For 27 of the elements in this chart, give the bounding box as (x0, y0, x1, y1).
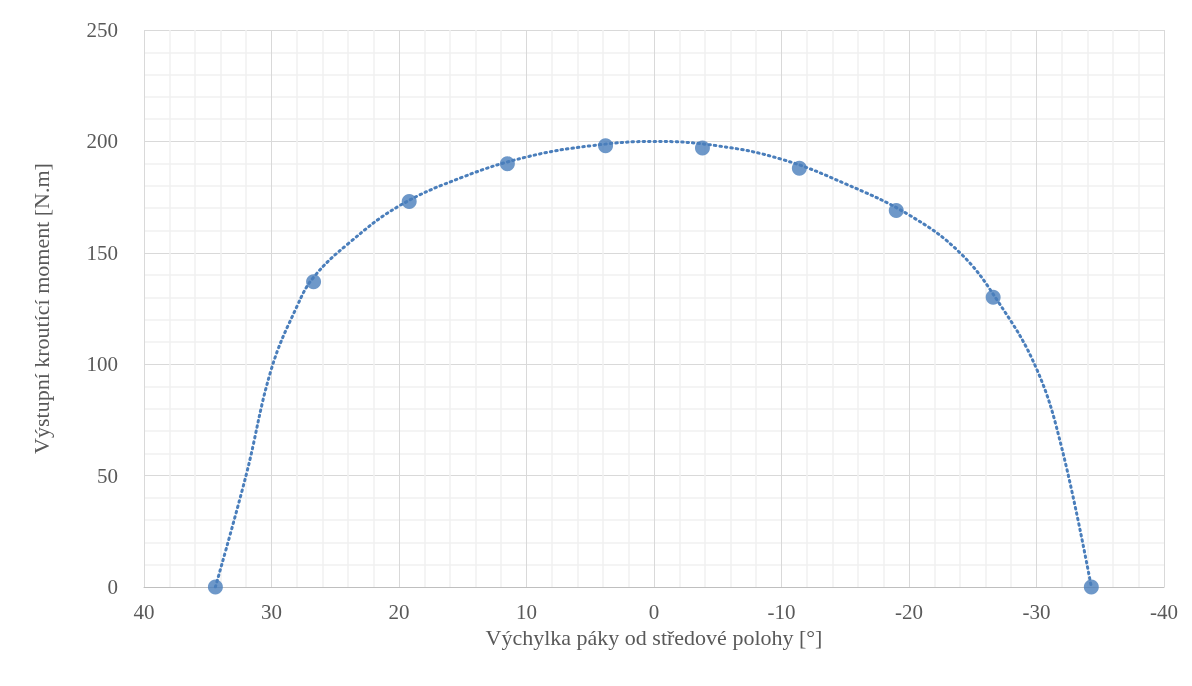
point (499, 156, 515, 172)
x-tick-label: 10 (516, 599, 537, 624)
x-tick-label: -20 (895, 599, 923, 624)
y-tick-label: 200 (86, 129, 118, 154)
x-tick-label: 20 (388, 599, 410, 624)
point (694, 140, 710, 156)
point (401, 194, 417, 210)
point (306, 274, 322, 290)
x-tick-label: 40 (133, 599, 155, 624)
y-tick-label: 250 (86, 18, 118, 42)
point (791, 160, 807, 176)
point (985, 289, 1001, 305)
x-tick-label: -30 (1022, 599, 1051, 624)
y-tick-label: 150 (86, 240, 118, 265)
x-tick-label: -40 (1150, 599, 1178, 624)
point (598, 138, 614, 154)
point (207, 579, 223, 595)
y-tick-label: 0 (107, 575, 118, 599)
x-tick-label: 0 (648, 599, 660, 624)
y-tick-label: 100 (86, 352, 118, 377)
x-tick-label: 30 (261, 599, 282, 624)
y-axis-title: Výstupní kroutící moment [N.m] (28, 163, 54, 454)
point (1083, 579, 1099, 595)
x-axis-title: Výchylka páky od středové polohy [°] (485, 625, 823, 651)
y-tick-label: 50 (97, 463, 118, 488)
point (888, 202, 904, 218)
x-tick-label: -10 (767, 599, 796, 624)
